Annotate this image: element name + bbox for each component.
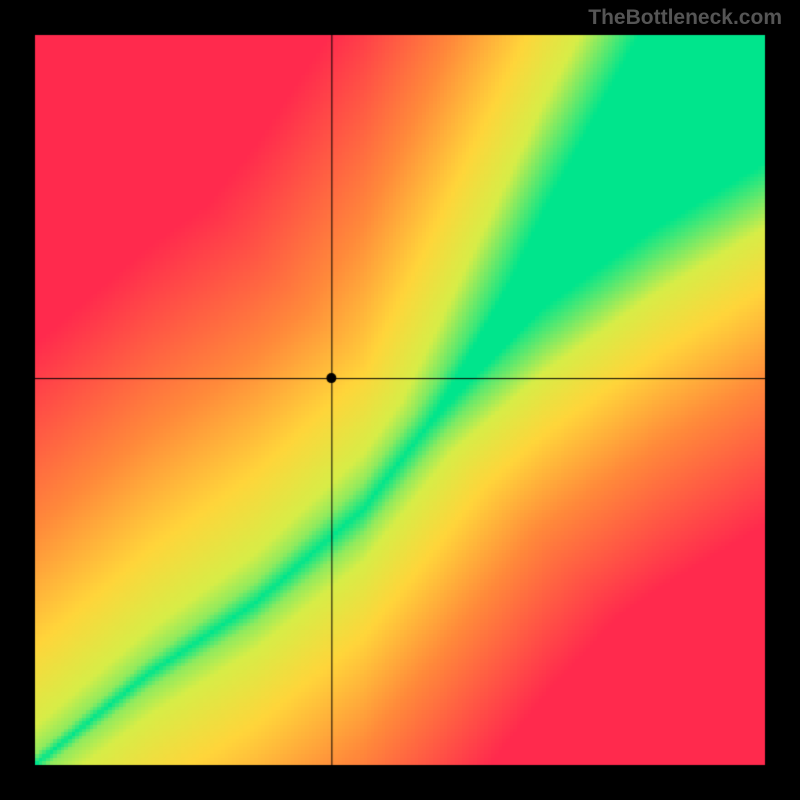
chart-container: TheBottleneck.com — [0, 0, 800, 800]
heatmap-canvas — [0, 0, 800, 800]
watermark-text: TheBottleneck.com — [588, 6, 782, 30]
